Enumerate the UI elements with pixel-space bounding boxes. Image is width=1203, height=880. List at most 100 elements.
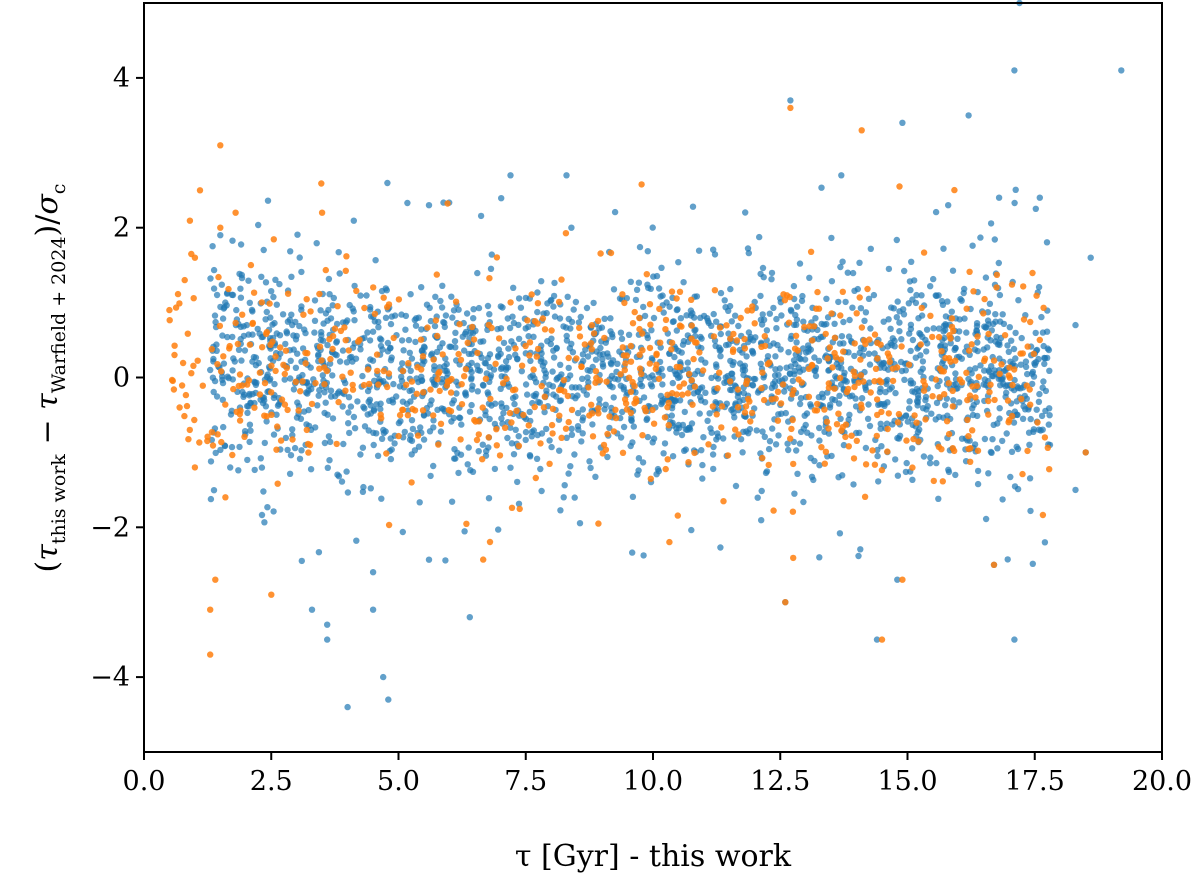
data-point bbox=[1030, 350, 1038, 357]
data-point bbox=[657, 344, 664, 351]
data-point bbox=[418, 377, 425, 385]
data-point bbox=[284, 406, 291, 414]
data-point bbox=[835, 400, 843, 407]
data-point bbox=[296, 322, 303, 330]
data-point bbox=[284, 446, 291, 454]
data-point bbox=[708, 322, 715, 329]
data-point bbox=[514, 478, 521, 486]
data-point bbox=[538, 430, 546, 437]
data-point bbox=[456, 414, 464, 422]
data-point bbox=[302, 329, 309, 337]
data-point bbox=[262, 403, 270, 410]
data-point bbox=[208, 346, 215, 353]
data-point bbox=[431, 322, 439, 330]
data-point bbox=[534, 320, 541, 327]
data-point bbox=[599, 356, 606, 363]
data-point bbox=[919, 358, 927, 365]
data-point bbox=[831, 385, 838, 392]
data-point bbox=[805, 365, 813, 372]
data-point bbox=[838, 333, 846, 340]
data-point bbox=[561, 388, 568, 395]
data-point bbox=[326, 360, 334, 367]
data-point bbox=[831, 320, 838, 327]
data-point bbox=[814, 400, 821, 408]
data-point bbox=[718, 424, 725, 431]
data-point bbox=[940, 245, 947, 252]
data-point bbox=[361, 423, 369, 430]
data-point bbox=[437, 420, 445, 427]
data-point bbox=[543, 425, 550, 433]
data-point bbox=[321, 389, 328, 396]
data-point bbox=[972, 394, 979, 401]
data-point bbox=[350, 308, 357, 315]
data-point bbox=[296, 455, 304, 462]
data-point bbox=[274, 423, 281, 430]
data-point bbox=[429, 376, 436, 383]
data-point bbox=[899, 576, 906, 583]
data-point bbox=[778, 312, 785, 319]
data-point bbox=[461, 347, 468, 354]
data-point bbox=[666, 303, 673, 310]
data-point bbox=[445, 406, 452, 414]
data-point bbox=[1027, 318, 1034, 326]
data-point bbox=[622, 360, 629, 367]
data-point bbox=[289, 436, 296, 443]
data-point bbox=[675, 347, 682, 355]
data-point bbox=[497, 365, 505, 372]
data-point bbox=[691, 371, 699, 378]
data-point bbox=[222, 401, 229, 408]
data-point bbox=[951, 186, 958, 194]
data-point bbox=[862, 309, 870, 316]
data-point bbox=[466, 614, 473, 621]
data-point bbox=[560, 494, 567, 501]
data-point bbox=[434, 376, 441, 383]
data-point bbox=[238, 271, 245, 279]
data-point bbox=[867, 389, 874, 396]
data-point bbox=[228, 443, 236, 451]
data-point bbox=[704, 317, 712, 325]
data-point bbox=[704, 417, 711, 424]
data-point bbox=[484, 389, 491, 396]
data-point bbox=[945, 380, 952, 387]
data-point bbox=[331, 325, 339, 332]
data-point bbox=[952, 471, 959, 479]
data-point bbox=[948, 308, 955, 315]
data-point bbox=[317, 307, 324, 314]
data-point bbox=[595, 410, 602, 417]
data-point bbox=[486, 351, 494, 358]
data-point bbox=[266, 300, 273, 307]
data-point bbox=[590, 330, 598, 337]
data-point bbox=[1038, 313, 1045, 321]
data-point bbox=[935, 413, 943, 421]
data-point bbox=[1004, 556, 1011, 563]
y-tick-label: 2 bbox=[113, 213, 130, 244]
data-point bbox=[541, 367, 548, 374]
data-point bbox=[799, 292, 806, 300]
data-point bbox=[433, 348, 441, 356]
data-point bbox=[495, 346, 503, 353]
data-point bbox=[437, 297, 444, 305]
data-point bbox=[860, 378, 867, 385]
data-point bbox=[985, 397, 992, 405]
data-point bbox=[420, 343, 428, 350]
data-point bbox=[363, 292, 370, 299]
data-point bbox=[633, 398, 640, 405]
data-point bbox=[237, 294, 245, 301]
data-point bbox=[595, 520, 602, 527]
data-point bbox=[378, 336, 385, 343]
data-point bbox=[467, 329, 474, 336]
data-point bbox=[828, 452, 835, 460]
data-point bbox=[668, 339, 676, 346]
data-point bbox=[838, 172, 845, 179]
data-point bbox=[1035, 398, 1043, 405]
data-point bbox=[560, 377, 568, 384]
data-point bbox=[785, 319, 793, 326]
data-point bbox=[522, 436, 529, 444]
data-point bbox=[999, 311, 1006, 318]
data-point bbox=[384, 383, 391, 391]
data-point bbox=[965, 445, 972, 453]
data-point bbox=[981, 367, 988, 374]
data-point bbox=[1011, 199, 1018, 207]
data-point bbox=[991, 396, 998, 404]
data-point bbox=[447, 389, 455, 396]
